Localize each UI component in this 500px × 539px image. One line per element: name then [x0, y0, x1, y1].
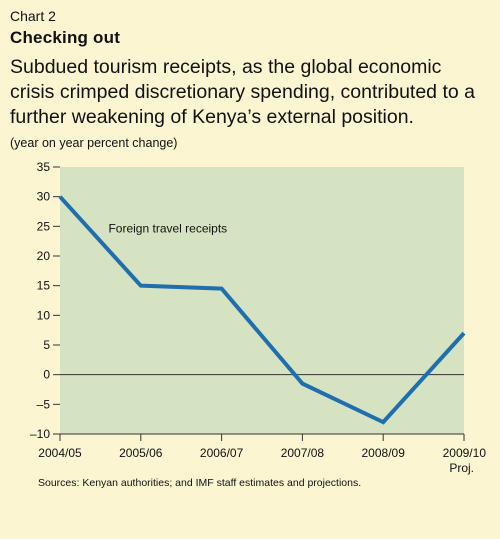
x-tick-label: 2007/08: [281, 446, 325, 460]
y-axis: 35 30 25 20 15 10 5 0 –5 –10: [30, 160, 60, 441]
y-tick-label: –5: [37, 397, 51, 411]
y-tick-label: 0: [43, 368, 50, 382]
x-tick-sublabel: Proj.: [449, 461, 474, 475]
series-group: [58, 195, 466, 425]
y-tick-label: 20: [37, 249, 51, 263]
chart-subtitle: Subdued tourism receipts, as the global …: [10, 56, 475, 128]
chart-unit-label: (year on year percent change): [10, 136, 178, 150]
series-line-foreign-travel-receipts: [58, 195, 466, 425]
y-tick-label: 15: [37, 279, 51, 293]
y-tick-label: 5: [43, 338, 50, 352]
y-tick-label: –10: [30, 427, 50, 441]
y-tick-label: 35: [37, 160, 51, 174]
y-tick-label: 30: [37, 190, 51, 204]
x-tick-label: 2009/10: [443, 446, 487, 460]
y-tick-label: 25: [37, 219, 51, 233]
plot-area: [60, 167, 464, 434]
source-note: Sources: Kenyan authorities; and IMF sta…: [38, 477, 362, 489]
x-tick-label: 2005/06: [119, 446, 163, 460]
x-tick-label: 2004/05: [38, 446, 82, 460]
x-tick-label: 2006/07: [200, 446, 244, 460]
x-axis: 2004/05 2005/06 2006/07 2007/08 2008/09 2009/…: [38, 433, 487, 475]
chart-number: Chart 2: [10, 8, 56, 24]
annotations: Foreign travel receipts: [108, 221, 227, 235]
y-tick-label: 10: [37, 308, 51, 322]
series-annotation: Foreign travel receipts: [108, 221, 227, 235]
chart-title: Checking out: [10, 28, 121, 47]
x-tick-label: 2008/09: [362, 446, 406, 460]
